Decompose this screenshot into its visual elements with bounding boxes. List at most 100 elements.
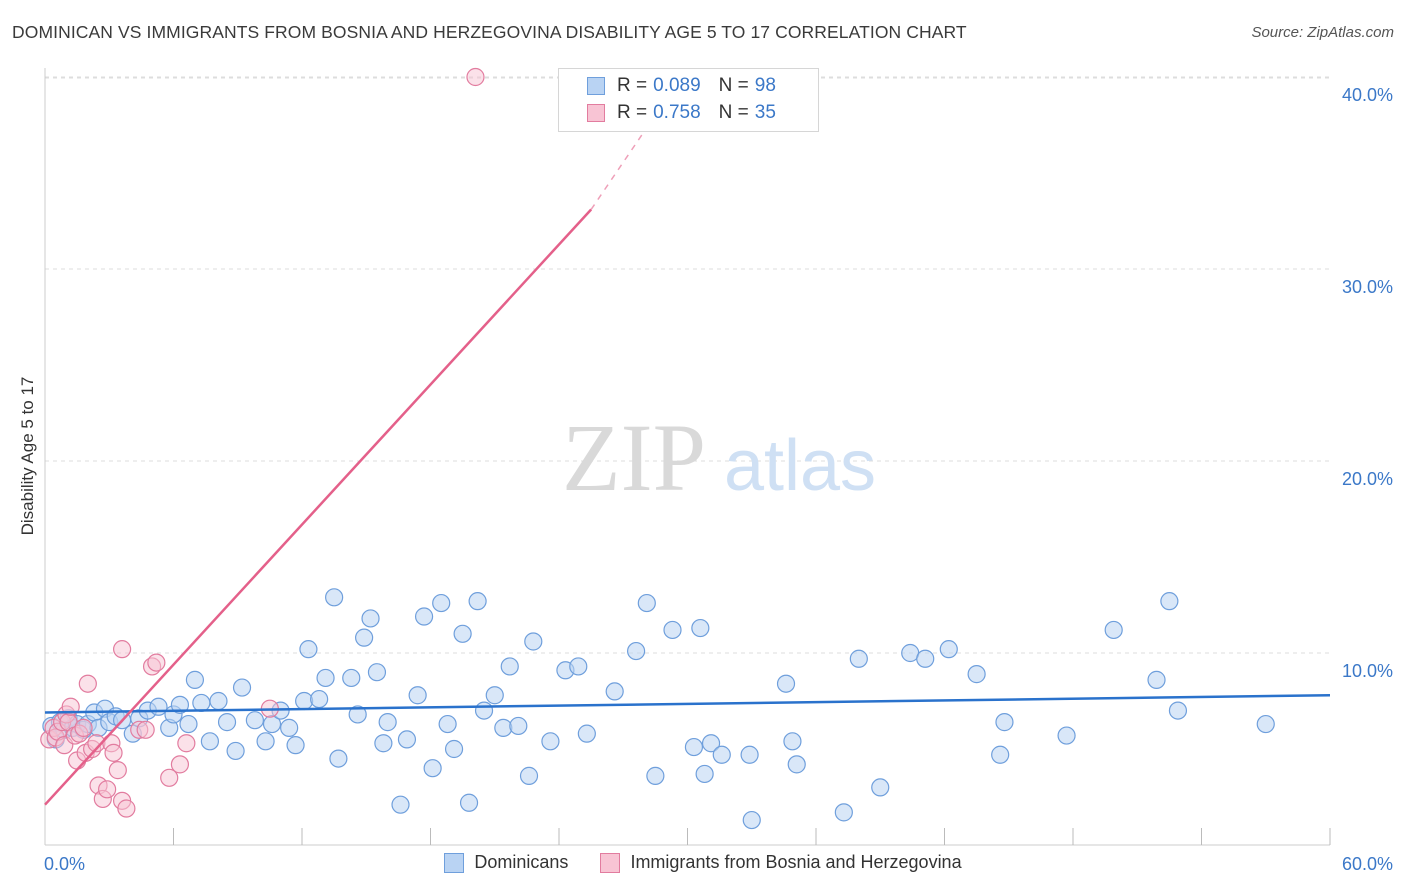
chart-source: Source: ZipAtlas.com	[1251, 24, 1394, 41]
dominican-point	[991, 745, 1010, 764]
dominican-point	[286, 736, 305, 755]
dominican-point	[1147, 670, 1166, 689]
series-label: Dominicans	[474, 852, 569, 872]
dominican-point	[280, 718, 299, 737]
bosnia-point	[117, 799, 136, 818]
series-legend-bosnia[interactable]: Immigrants from Bosnia and Herzegovina	[600, 852, 962, 873]
dominican-point	[967, 665, 986, 684]
dominican-point	[459, 793, 479, 812]
dominican-point	[695, 764, 714, 784]
series-legend: Dominicans Immigrants from Bosnia and He…	[0, 852, 1406, 873]
dominican-point	[485, 686, 504, 705]
x-tick-label: 60.0%	[1342, 854, 1393, 874]
bosnia-trend-extension	[590, 130, 646, 210]
dominican-point	[378, 713, 397, 732]
dominican-point	[701, 734, 721, 753]
dominican-point	[342, 668, 361, 688]
legend-r-label: R =	[617, 75, 648, 96]
dominican-point	[316, 668, 335, 688]
dominican-point	[939, 640, 958, 659]
dominican-point	[361, 609, 380, 628]
legend-r-value: 0.758	[653, 102, 701, 123]
dominican-point	[577, 724, 596, 743]
dominican-point	[834, 803, 853, 822]
legend-swatch-pink	[587, 104, 605, 122]
dominican-point	[256, 732, 275, 751]
y-tick-label: 20.0%	[1342, 469, 1393, 489]
dominican-point	[509, 716, 528, 736]
dominican-point	[684, 737, 704, 757]
legend-r-label: R =	[617, 102, 648, 123]
dominican-point	[374, 734, 393, 753]
dominican-point	[663, 620, 682, 640]
dominican-point	[995, 713, 1014, 732]
y-tick-label: 40.0%	[1342, 85, 1393, 105]
dominican-point	[626, 641, 646, 661]
bosnia-point	[78, 674, 97, 693]
dominican-point	[524, 632, 543, 651]
dominican-point	[691, 618, 710, 638]
series-legend-dominicans[interactable]: Dominicans	[444, 852, 568, 873]
legend-row-bosnia: R = 0.758 N = 35	[587, 100, 794, 126]
dominican-point	[295, 691, 314, 711]
watermark-zip: ZIP	[562, 404, 706, 511]
dominican-point	[432, 593, 451, 613]
bosnia-point	[108, 761, 127, 780]
dominican-point	[541, 732, 560, 751]
dominican-point	[1104, 620, 1123, 640]
legend-r-value: 0.089	[653, 75, 701, 96]
bosnia-point	[177, 734, 196, 753]
dominican-point	[605, 682, 624, 701]
dominican-point	[1168, 701, 1188, 720]
dominican-point	[569, 657, 588, 676]
dominican-point	[192, 693, 211, 713]
dominican-point	[444, 739, 464, 759]
dominican-point	[1256, 714, 1275, 734]
dominican-point	[185, 670, 205, 689]
dominican-point	[1160, 592, 1179, 611]
dominican-point	[414, 607, 434, 626]
legend-row-dominicans: R = 0.089 N = 98	[587, 73, 794, 99]
bosnia-point	[170, 755, 190, 774]
dominican-point	[474, 701, 494, 720]
series-label: Immigrants from Bosnia and Herzegovina	[630, 852, 962, 872]
dominican-point	[355, 628, 374, 647]
bosnia-point	[104, 743, 123, 762]
bosnia-point	[74, 718, 93, 737]
y-axis-label: Disability Age 5 to 17	[18, 377, 37, 536]
series-swatch-blue	[444, 852, 465, 873]
stats-legend: R = 0.089 N = 98 R = 0.758 N = 35	[558, 68, 819, 132]
dominican-point	[453, 624, 472, 643]
dominican-point	[1057, 726, 1076, 745]
dominican-point	[232, 678, 252, 697]
dominican-point	[299, 640, 318, 659]
bosnia-point	[147, 653, 166, 672]
watermark-atlas: atlas	[724, 426, 876, 506]
dominican-point	[916, 649, 935, 668]
dominican-point	[500, 657, 519, 676]
bosnia-trend-line	[44, 208, 593, 806]
dominican-point	[348, 705, 367, 724]
dominican-point	[742, 810, 761, 830]
dominican-point	[245, 711, 264, 730]
dominican-point	[226, 741, 245, 761]
dominican-point	[367, 663, 387, 682]
legend-swatch-blue	[587, 77, 605, 95]
dominican-point	[519, 766, 539, 785]
dominican-point	[646, 766, 665, 785]
dominican-point	[397, 730, 417, 749]
dominican-point	[438, 714, 457, 734]
watermark: ZIP atlas	[562, 404, 876, 511]
dominican-point	[712, 745, 731, 764]
dominican-point	[468, 592, 487, 611]
dominican-point	[200, 732, 220, 751]
dominican-point	[310, 689, 329, 709]
legend-n-label: N =	[718, 102, 749, 123]
dominican-point	[871, 778, 890, 797]
dominican-point	[217, 713, 237, 732]
dominican-point	[209, 691, 228, 711]
dominican-point	[776, 674, 796, 693]
dominican-point	[787, 755, 806, 774]
dominican-point	[849, 649, 868, 668]
